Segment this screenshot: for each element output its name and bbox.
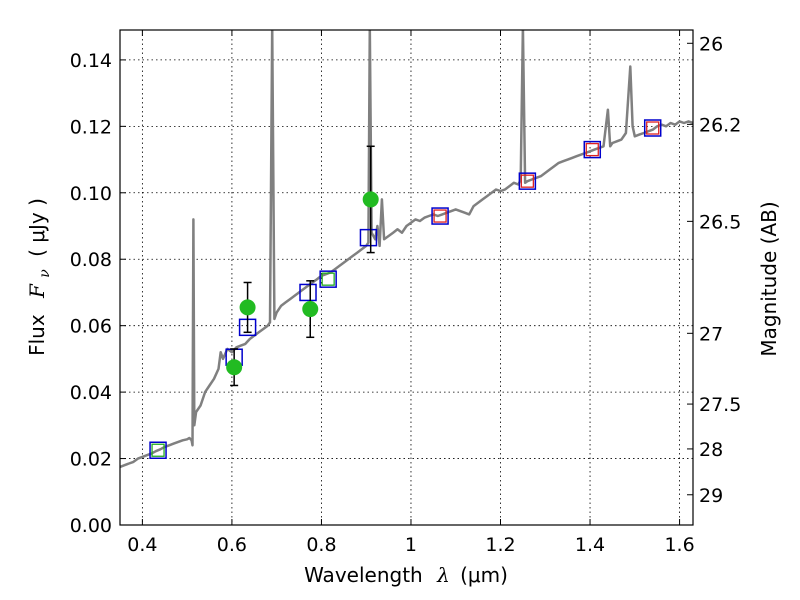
y-tick-label: 0.14 <box>70 50 112 72</box>
alt-model-box <box>433 209 447 223</box>
x-tick-label: 1 <box>405 534 417 556</box>
x-tick-label: 0.4 <box>127 534 157 556</box>
y2-tick-label: 27.5 <box>699 394 741 416</box>
grid <box>120 30 693 526</box>
observed-point <box>302 301 319 318</box>
model-box <box>299 283 317 302</box>
observed-photometry <box>226 145 379 387</box>
x-tick-label: 1.4 <box>575 534 605 556</box>
spectrum-line <box>120 30 693 469</box>
x-tick-label: 0.6 <box>217 534 247 556</box>
y-tick-label: 0.00 <box>70 515 112 537</box>
model-box <box>643 119 662 137</box>
model-box <box>518 172 537 190</box>
alt-model-box <box>646 121 660 135</box>
x-tick-label: 0.8 <box>306 534 336 556</box>
alt-model-box <box>585 142 599 157</box>
y-tick-label: 0.04 <box>70 382 112 404</box>
x-tick-label: 1.6 <box>664 534 694 556</box>
y-tick-label: 0.08 <box>70 249 112 271</box>
alt-model-box <box>321 272 335 286</box>
model-spectrum <box>120 30 693 469</box>
model-box <box>583 140 602 159</box>
y-tick-label: 0.06 <box>70 316 112 338</box>
model-box <box>431 207 449 225</box>
model-box <box>319 270 337 288</box>
y-tick-label: 0.02 <box>70 449 112 471</box>
x-axis-label: Wavelength λ (μm) <box>304 563 508 587</box>
y2-axis-label: Magnitude (AB) <box>757 201 781 356</box>
observed-point <box>362 191 379 208</box>
model-box <box>149 441 167 460</box>
model-photometry <box>149 119 662 460</box>
plot-frame <box>119 29 694 526</box>
x-tick-label: 1.2 <box>485 534 515 556</box>
y2-tick-label: 27 <box>699 323 723 345</box>
y-tick-label: 0.12 <box>70 116 112 138</box>
y2-tick-label: 26.2 <box>699 114 741 136</box>
alt-model-box <box>520 174 535 188</box>
y-tick-label: 0.10 <box>70 183 112 205</box>
observed-point <box>239 299 256 316</box>
y2-tick-label: 29 <box>699 485 723 507</box>
alt-model-box <box>151 443 165 457</box>
y-axis-label: Flux F ν ( μJy ) <box>25 198 54 356</box>
y2-tick-label: 28 <box>699 439 723 461</box>
axis-ticks: 0.4 0.6 0.8 1 1.2 1.4 1.6 0.00 0.02 0.04 0.06 0.08 0… <box>70 30 741 556</box>
y2-tick-label: 26 <box>699 33 723 55</box>
model-box <box>359 228 378 247</box>
observed-point <box>226 359 243 376</box>
y2-tick-label: 26.5 <box>699 211 741 233</box>
